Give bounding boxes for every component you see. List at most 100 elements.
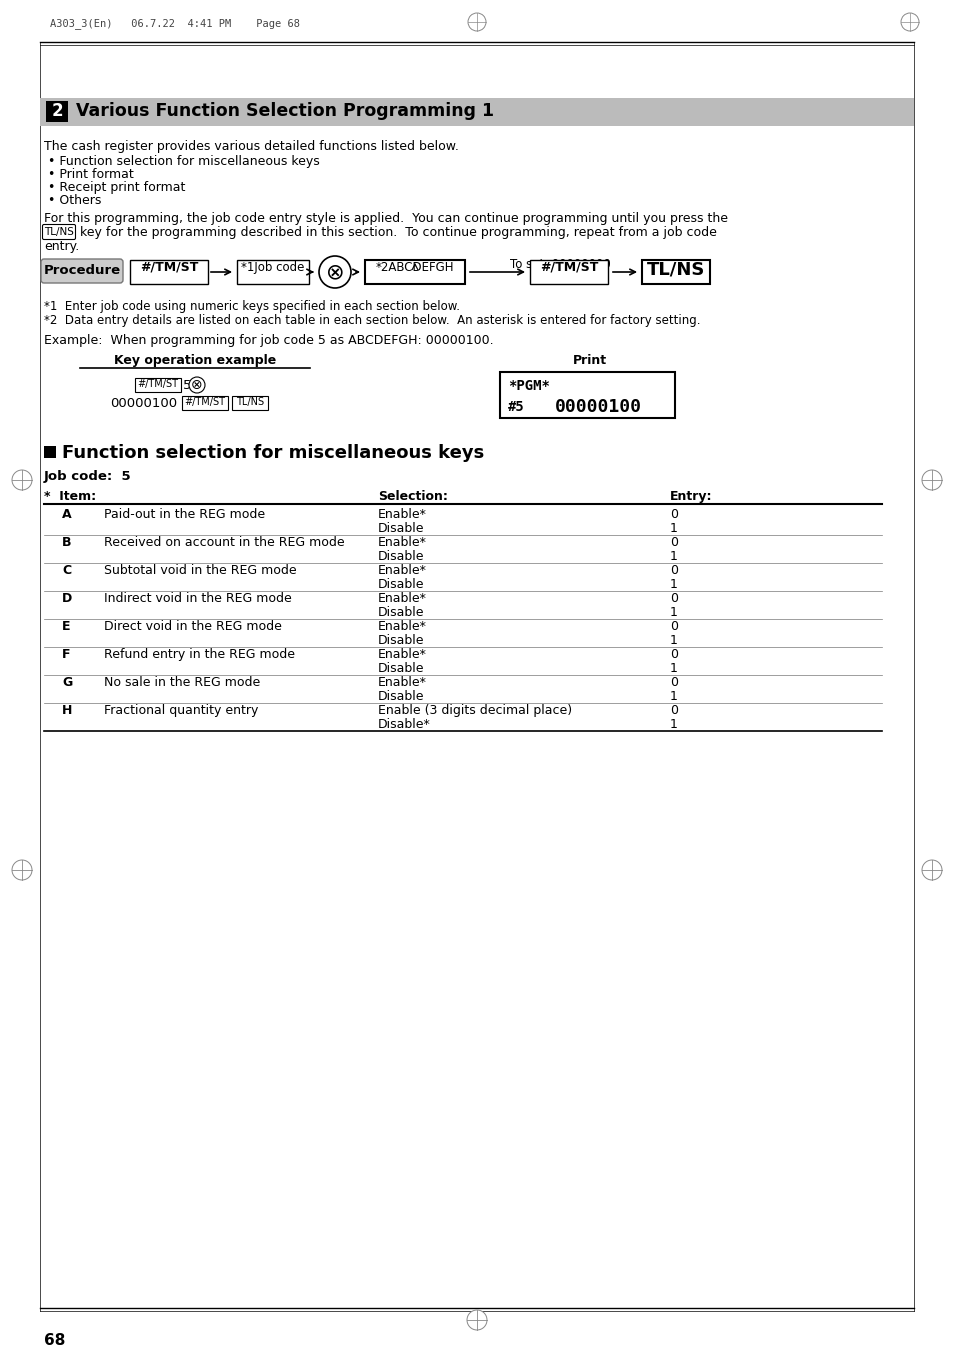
Text: 1: 1	[669, 521, 678, 535]
Text: entry.: entry.	[44, 240, 79, 253]
Text: E: E	[62, 620, 71, 634]
Text: Disable: Disable	[377, 634, 424, 647]
Text: Example:  When programming for job code 5 as ABCDEFGH: 00000100.: Example: When programming for job code 5…	[44, 334, 493, 347]
Text: 0: 0	[669, 592, 678, 605]
Text: 1: 1	[669, 634, 678, 647]
Text: No sale in the REG mode: No sale in the REG mode	[104, 676, 260, 689]
Text: For this programming, the job code entry style is applied.  You can continue pro: For this programming, the job code entry…	[44, 212, 727, 226]
Circle shape	[318, 255, 351, 288]
Text: key for the programming described in this section.  To continue programming, rep: key for the programming described in thi…	[76, 226, 716, 239]
Text: Enable*: Enable*	[377, 508, 426, 521]
Text: To set  00000000: To set 00000000	[510, 258, 610, 272]
Text: • Others: • Others	[44, 195, 101, 207]
Text: 68: 68	[44, 1333, 66, 1348]
Text: 1: 1	[669, 578, 678, 590]
Text: Various Function Selection Programming 1: Various Function Selection Programming 1	[76, 101, 494, 120]
Text: D: D	[62, 592, 72, 605]
Text: *1  Enter job code using numeric keys specified in each section below.: *1 Enter job code using numeric keys spe…	[44, 300, 459, 313]
Text: Enable*: Enable*	[377, 563, 426, 577]
Text: • Function selection for miscellaneous keys: • Function selection for miscellaneous k…	[44, 155, 319, 168]
Text: 00000100: 00000100	[555, 399, 641, 416]
Text: Function selection for miscellaneous keys: Function selection for miscellaneous key…	[62, 444, 484, 462]
Text: 0: 0	[669, 704, 678, 717]
FancyBboxPatch shape	[43, 224, 75, 239]
Text: A: A	[62, 508, 71, 521]
Text: H: H	[62, 704, 72, 717]
Text: *PGM*: *PGM*	[507, 380, 549, 393]
Text: G: G	[62, 676, 72, 689]
Text: 5: 5	[183, 380, 192, 392]
Text: A303_3(En)   06.7.22  4:41 PM    Page 68: A303_3(En) 06.7.22 4:41 PM Page 68	[50, 18, 299, 28]
Text: ⊗: ⊗	[325, 262, 344, 282]
Text: 0: 0	[669, 536, 678, 549]
Text: Disable: Disable	[377, 607, 424, 619]
Bar	[530, 259, 607, 284]
Circle shape	[12, 470, 32, 490]
Text: 2: 2	[51, 101, 63, 120]
Bar	[46, 101, 68, 122]
Text: Direct void in the REG mode: Direct void in the REG mode	[104, 620, 281, 634]
Bar	[499, 372, 675, 417]
Text: Disable: Disable	[377, 578, 424, 590]
Circle shape	[189, 377, 205, 393]
Text: #/TM/ST: #/TM/ST	[539, 261, 598, 274]
Bar	[135, 378, 181, 392]
Text: Disable: Disable	[377, 662, 424, 676]
Text: TL/NS: TL/NS	[646, 261, 704, 280]
Text: Selection:: Selection:	[377, 490, 447, 503]
Text: 0: 0	[669, 648, 678, 661]
FancyBboxPatch shape	[41, 259, 123, 282]
Text: Received on account in the REG mode: Received on account in the REG mode	[104, 536, 344, 549]
Text: #/TM/ST: #/TM/ST	[184, 397, 225, 407]
Bar	[641, 259, 709, 284]
Text: • Print format: • Print format	[44, 168, 133, 181]
Text: 1: 1	[669, 550, 678, 563]
Text: Enable*: Enable*	[377, 676, 426, 689]
Text: Enable (3 digits decimal place): Enable (3 digits decimal place)	[377, 704, 572, 717]
Text: TL/NS: TL/NS	[235, 397, 264, 407]
Text: TL/NS: TL/NS	[44, 227, 74, 236]
Text: Enable*: Enable*	[377, 592, 426, 605]
Text: Disable: Disable	[377, 550, 424, 563]
Bar	[44, 446, 56, 458]
Text: B: B	[62, 536, 71, 549]
Text: Fractional quantity entry: Fractional quantity entry	[104, 704, 258, 717]
Circle shape	[921, 470, 941, 490]
Text: #/TM/ST: #/TM/ST	[140, 261, 198, 274]
Text: Key operation example: Key operation example	[113, 354, 275, 367]
Text: 1: 1	[669, 662, 678, 676]
Text: Disable: Disable	[377, 521, 424, 535]
Bar	[130, 259, 208, 284]
Bar	[40, 99, 913, 126]
Text: ⊗: ⊗	[191, 378, 203, 392]
Text: 0: 0	[669, 676, 678, 689]
Text: F: F	[62, 648, 71, 661]
Text: Print: Print	[573, 354, 606, 367]
Text: 00000100: 00000100	[110, 397, 177, 409]
Text: Disable*: Disable*	[377, 717, 431, 731]
Text: 0: 0	[669, 620, 678, 634]
Text: #/TM/ST: #/TM/ST	[137, 380, 178, 389]
Text: Paid-out in the REG mode: Paid-out in the REG mode	[104, 508, 265, 521]
Circle shape	[900, 14, 918, 31]
Text: The cash register provides various detailed functions listed below.: The cash register provides various detai…	[44, 141, 458, 153]
Circle shape	[467, 1310, 486, 1329]
Text: Subtotal void in the REG mode: Subtotal void in the REG mode	[104, 563, 296, 577]
Text: C: C	[62, 563, 71, 577]
Text: Enable*: Enable*	[377, 536, 426, 549]
Text: *1Job code: *1Job code	[241, 261, 304, 274]
Text: Procedure: Procedure	[44, 265, 120, 277]
Text: 1: 1	[669, 690, 678, 703]
Text: 0: 0	[669, 563, 678, 577]
Bar	[182, 396, 228, 409]
Bar	[232, 396, 268, 409]
Text: Indirect void in the REG mode: Indirect void in the REG mode	[104, 592, 292, 605]
Circle shape	[12, 861, 32, 880]
Text: Disable: Disable	[377, 690, 424, 703]
Circle shape	[468, 14, 485, 31]
Text: Entry:: Entry:	[669, 490, 712, 503]
Text: • Receipt print format: • Receipt print format	[44, 181, 185, 195]
Text: Refund entry in the REG mode: Refund entry in the REG mode	[104, 648, 294, 661]
Bar	[236, 259, 309, 284]
Text: Enable*: Enable*	[377, 648, 426, 661]
